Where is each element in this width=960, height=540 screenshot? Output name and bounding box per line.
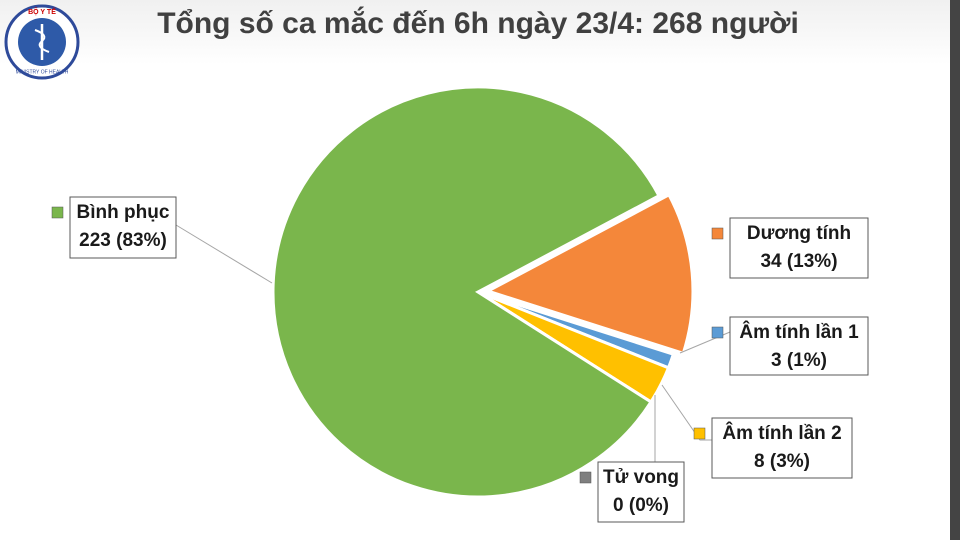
category-label: Bình phục — [77, 202, 170, 223]
category-label: Âm tính lần 1 — [739, 321, 859, 343]
legend-marker — [51, 206, 64, 219]
category-label: Tử vong — [603, 467, 679, 488]
label-box — [597, 461, 685, 523]
category-label: Dương tính — [747, 223, 851, 244]
pie-slice — [271, 85, 662, 499]
legend-marker — [711, 326, 724, 339]
logo-bottom: MINISTRY OF HEALTH — [16, 69, 69, 75]
logo-top: BỘ Y TẾ — [28, 6, 56, 16]
label-box — [729, 316, 869, 376]
value-label: 0 (0%) — [613, 495, 669, 516]
value-label: 3 (1%) — [771, 350, 827, 371]
pie-slice — [484, 192, 695, 356]
frame-edge — [950, 0, 960, 540]
category-label: Âm tính lần 2 — [722, 422, 841, 444]
leader-line — [175, 224, 273, 284]
value-label: 8 (3%) — [754, 451, 810, 472]
legend-marker — [693, 427, 706, 440]
legend-marker — [579, 471, 592, 484]
value-label: 223 (83%) — [79, 230, 167, 251]
label-box — [69, 196, 177, 259]
logo: BỘ Y TẾ MINISTRY OF HEALTH — [4, 4, 80, 80]
chart-title: Tổng số ca mắc đến 6h ngày 23/4: 268 ngư… — [157, 6, 799, 40]
value-label: 34 (13%) — [760, 251, 837, 272]
logo-snake — [34, 29, 50, 53]
legend-marker — [711, 227, 724, 240]
label-box — [729, 217, 869, 279]
leader-line — [661, 384, 712, 441]
label-box — [711, 417, 853, 479]
